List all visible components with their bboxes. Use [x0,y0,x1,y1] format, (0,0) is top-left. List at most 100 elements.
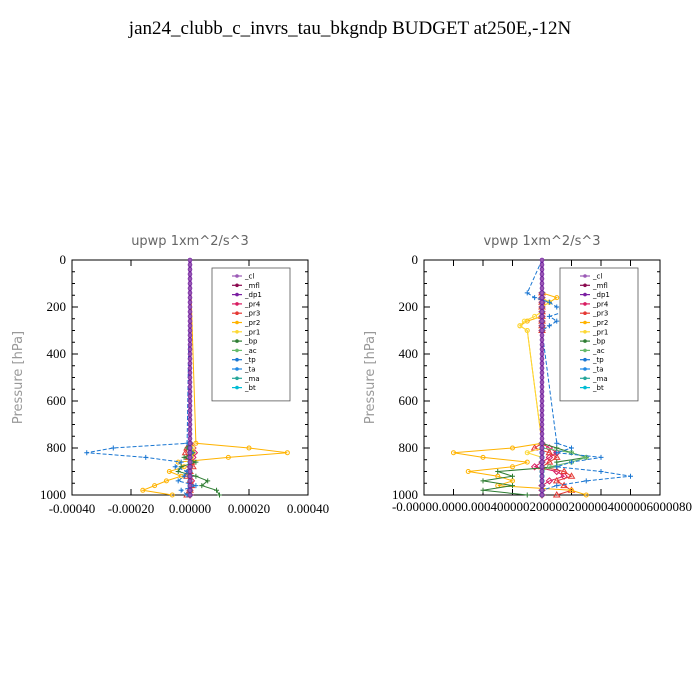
y-tick-label: 0 [412,252,419,267]
zero-profile-marker [539,304,545,310]
zero-profile-marker [539,356,545,362]
legend-marker [583,385,587,390]
zero-profile-marker [539,478,545,484]
zero-profile-marker [187,299,193,305]
zero-profile-marker [539,492,545,498]
data-point [554,318,560,324]
zero-profile-marker [539,361,545,366]
legend-marker [583,283,587,288]
legend-marker [583,274,587,278]
zero-profile-marker [187,295,193,300]
zero-profile-marker [539,332,545,338]
zero-profile-marker [539,403,545,409]
data-point [166,469,172,474]
data-point [193,440,199,446]
zero-profile-marker [539,398,545,404]
zero-profile-marker [187,492,193,498]
y-tick-label: 200 [399,299,419,314]
zero-profile-marker [187,478,193,484]
zero-profile-marker [539,389,545,394]
data-point [554,459,560,465]
legend-marker [235,367,239,371]
zero-profile-marker [539,257,545,263]
data-point [521,318,527,324]
data-point [510,473,515,479]
zero-profile-marker [539,393,545,399]
data-point [554,483,560,489]
legend: _cl_mfl_dp1_pr4_pr3_pr2_pr1_bp_ac_tp_ta_… [559,267,639,402]
data-point [214,487,220,493]
zero-profile-marker [187,398,193,404]
data-point [510,445,515,451]
zero-profile-marker [187,464,193,470]
zero-profile-marker [539,379,545,385]
chart-panel-2: vpwp 1xm^2/s^3 Pressure [hPa] 0 200 400 600 80… [363,234,692,514]
data-point [583,492,589,498]
legend-label: _ta [244,366,256,374]
data-point [175,469,181,474]
legend-label: _ac [244,347,257,355]
zero-profile-marker [539,426,545,432]
data-point [532,313,538,319]
y-tick-label: 800 [399,440,419,455]
data-point [480,487,486,493]
data-point [181,448,190,456]
zero-profile-marker [539,309,545,315]
zero-profile-marker [187,281,193,286]
legend-marker [235,283,239,288]
y-tick-label: 800 [47,440,67,455]
zero-profile-marker [539,375,545,380]
legend-marker [235,348,239,353]
zero-profile-marker [539,408,545,413]
data-point [143,454,149,460]
zero-profile-marker [187,469,193,474]
data-point [554,440,560,446]
legend-box [211,267,291,402]
legend-label: _mfl [592,282,608,290]
zero-profile-marker [539,318,545,324]
legend-label: _mfl [244,282,260,290]
zero-profile-marker [539,342,545,347]
zero-profile-marker [187,379,193,385]
zero-profile-marker [187,318,193,324]
data-point [545,477,554,485]
x-tick-label: 0.00000 [169,501,211,516]
zero-profile-marker [539,281,545,286]
legend-label: _pr1 [592,328,608,336]
legend-label: _bp [592,338,606,346]
data-point [569,487,574,493]
zero-profile-marker [539,323,545,329]
legend-marker [583,367,587,371]
legend-marker [583,357,587,362]
zero-profile-marker [187,459,193,465]
y-tick-label: 400 [399,346,419,361]
data-point [181,473,187,479]
legend-label: _dp1 [592,291,610,299]
zero-profile-marker [187,426,193,432]
data-point [545,444,554,452]
zero-profile-marker [187,445,193,451]
chart-title: vpwp 1xm^2/s^3 [483,234,600,249]
data-point [524,459,530,465]
data-point [524,492,530,498]
data-point [140,487,146,493]
data-point [583,478,589,484]
zero-profile-marker [539,314,545,319]
data-point [181,454,187,460]
zero-profile-marker [187,271,193,277]
data-point [510,464,515,470]
zero-profile-marker [187,365,193,371]
data-point [84,450,90,456]
zero-profile-marker [187,257,193,263]
data-point [193,473,199,479]
data-point [552,476,561,484]
zero-profile-marker [539,328,545,333]
zero-profile-marker [187,332,193,338]
zero-profile-marker [539,276,545,282]
data-point [546,464,552,470]
zero-profile-marker [187,389,193,394]
zero-profile-marker [539,422,545,427]
data-point [583,454,589,460]
data-point [560,481,569,489]
zero-profile-marker [187,328,193,333]
